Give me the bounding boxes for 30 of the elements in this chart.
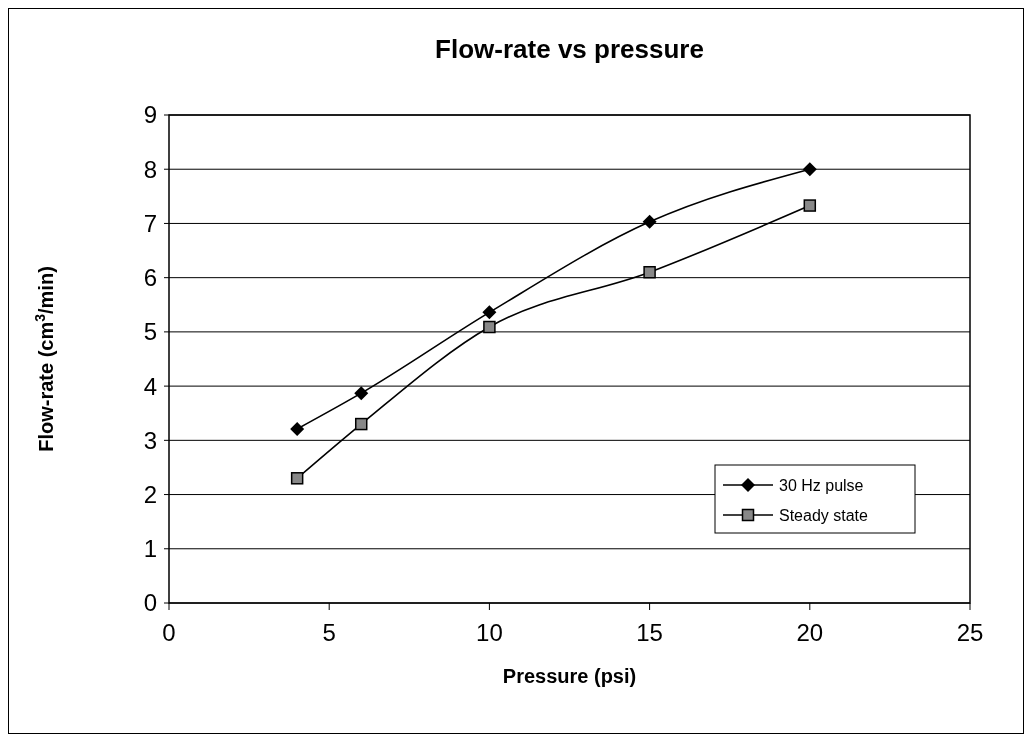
y-tick-label: 7 [143, 209, 157, 237]
point [290, 421, 305, 436]
x-tick-label: 15 [636, 619, 663, 646]
y-tick-label: 6 [143, 264, 157, 292]
x-tick-label: 5 [322, 619, 336, 646]
y-tick-label: 4 [143, 372, 157, 400]
x-tick-label: 0 [162, 619, 176, 646]
point [643, 265, 656, 279]
point [483, 320, 496, 334]
point [482, 305, 497, 320]
y-tick-label: 3 [143, 426, 157, 454]
x-tick-label: 20 [796, 619, 824, 646]
x-tick-label: 25 [956, 619, 984, 646]
point [642, 214, 657, 229]
point [354, 417, 368, 431]
y-tick-label: 0 [143, 589, 157, 617]
point [290, 472, 304, 485]
point [803, 199, 817, 212]
legend-label: 30 Hz pulse [779, 476, 864, 494]
y-tick-label: 5 [143, 318, 157, 346]
y-tick-label: 1 [143, 535, 157, 563]
y-tick-label: 8 [143, 155, 157, 183]
point [354, 386, 369, 401]
y-tick-label: 9 [143, 101, 157, 129]
chart-title: Flow-rate vs pressure [435, 34, 704, 64]
point [802, 162, 817, 177]
x-tick-label: 10 [476, 619, 503, 646]
y-tick-label: 2 [143, 480, 157, 508]
x-axis-title: Pressure (psi) [502, 665, 637, 687]
legend-label: Steady state [779, 506, 869, 524]
